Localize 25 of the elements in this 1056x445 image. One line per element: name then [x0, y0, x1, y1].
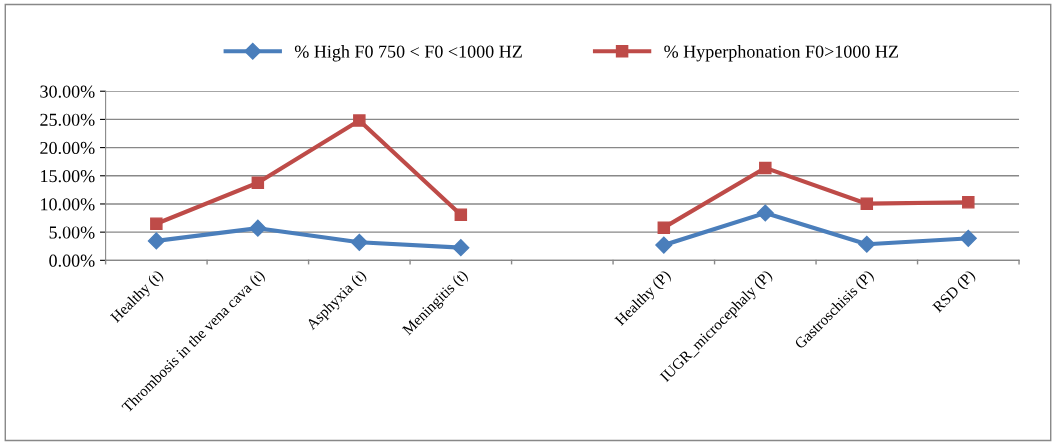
y-tick-label: 15.00%	[41, 170, 95, 183]
point	[860, 197, 874, 210]
y-tick-label: 10.00%	[41, 198, 95, 211]
y-tick-label: 5.00%	[49, 226, 95, 239]
point	[756, 204, 774, 222]
legend-label: % High F0 750 < F0 <1000 HZ	[294, 45, 522, 62]
point	[350, 233, 368, 251]
point	[962, 196, 975, 209]
y-tick-label: 0.00%	[49, 254, 95, 267]
point	[959, 229, 977, 247]
point	[147, 232, 165, 250]
y-tick-label: 20.00%	[40, 141, 95, 155]
point	[452, 239, 470, 257]
point	[251, 176, 265, 190]
y-tick-label: 25.00%	[40, 113, 95, 126]
point	[454, 208, 468, 221]
point	[858, 235, 876, 253]
legend-label: % Hyperphonation F0>1000 HZ	[664, 45, 898, 62]
point	[249, 219, 267, 237]
y-tick-label: 30.00%	[40, 85, 95, 98]
point	[353, 114, 366, 127]
point	[150, 217, 163, 230]
point	[657, 221, 671, 234]
point	[655, 236, 673, 254]
point	[759, 161, 772, 175]
